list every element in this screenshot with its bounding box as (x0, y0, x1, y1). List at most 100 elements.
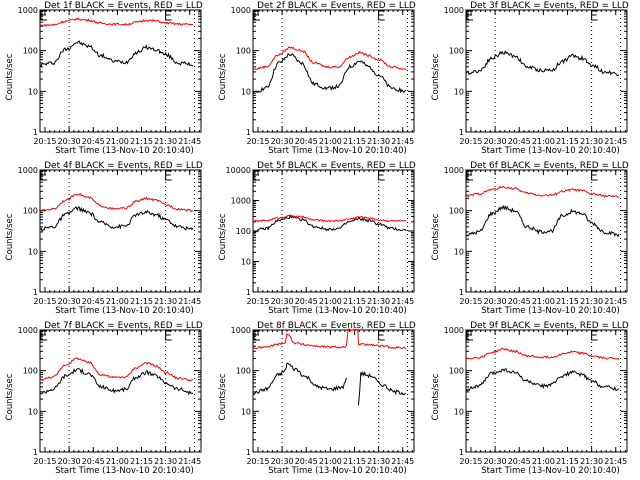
x-tick-label: 20:15 (459, 457, 482, 466)
plot-frame (465, 329, 628, 453)
e-marker-icon (591, 10, 598, 21)
x-tick-label: 20:15 (33, 137, 56, 146)
x-tick-label: 21:00 (532, 457, 555, 466)
x-axis-title: Start Time (13-Nov-10 20:10:40) (268, 466, 407, 476)
y-tick-label: 100 (449, 207, 464, 216)
lld-series-line (39, 357, 194, 382)
x-tick-label: 20:45 (508, 137, 531, 146)
x-tick-label: 21:30 (580, 137, 603, 146)
panel-title: Det 7f BLACK = Events, RED = LLD (44, 321, 203, 331)
y-axis-title: Counts/sec (218, 53, 228, 100)
y-tick-label: 100 (23, 47, 38, 56)
plot-frame (39, 329, 202, 453)
y-tick-label: 10 (241, 407, 251, 416)
y-tick-label: 100 (449, 367, 464, 376)
x-tick-label: 20:15 (246, 297, 269, 306)
x-axis-title: Start Time (13-Nov-10 20:10:40) (481, 306, 620, 316)
x-tick-label: 21:45 (178, 457, 201, 466)
y-tick-label: 100 (23, 207, 38, 216)
x-tick-label: 20:45 (295, 457, 318, 466)
x-tick-label: 20:30 (484, 297, 507, 306)
x-tick-label: 21:15 (556, 457, 579, 466)
x-tick-label: 20:45 (82, 297, 105, 306)
x-tick-label: 21:30 (154, 137, 177, 146)
y-tick-label: 1000 (231, 326, 251, 335)
x-tick-label: 21:15 (130, 457, 153, 466)
chart-panel: Det 1f BLACK = Events, RED = LLD 1 10 100 10… (5, 1, 203, 156)
x-tick-label: 20:30 (484, 457, 507, 466)
y-axis-title: Counts/sec (218, 213, 228, 260)
e-marker-icon (591, 330, 598, 341)
x-tick-label: 21:45 (178, 137, 201, 146)
y-axis-title: Counts/sec (431, 213, 441, 260)
y-tick-label: 10 (28, 407, 38, 416)
y-tick-label: 1000 (231, 6, 251, 15)
x-tick-label: 21:15 (556, 297, 579, 306)
plot-frame (252, 9, 415, 133)
events-series-line (39, 206, 194, 232)
lld-series-line (466, 347, 620, 360)
y-tick-label: 1000 (444, 166, 464, 175)
events-series-line (253, 215, 407, 233)
y-axis-title: Counts/sec (218, 373, 228, 420)
y-tick-label: 1000 (444, 6, 464, 15)
x-tick-label: 21:30 (367, 457, 390, 466)
x-axis-title: Start Time (13-Nov-10 20:10:40) (55, 306, 194, 316)
y-tick-label: 10 (241, 258, 251, 267)
e-marker-icon (378, 170, 385, 181)
events-series-line (466, 204, 620, 238)
e-marker-icon (378, 330, 385, 341)
x-axis-title: Start Time (13-Nov-10 20:10:40) (481, 146, 620, 156)
lld-series-line (465, 185, 620, 198)
x-tick-label: 21:30 (580, 457, 603, 466)
e-marker-icon (165, 10, 172, 21)
y-tick-label: 10 (28, 247, 38, 256)
x-tick-label: 20:30 (271, 457, 294, 466)
x-tick-label: 20:30 (484, 137, 507, 146)
e-marker-icon (466, 170, 473, 181)
x-tick-label: 21:45 (391, 297, 414, 306)
x-tick-label: 21:15 (343, 137, 366, 146)
e-marker-icon (253, 10, 260, 21)
plot-frame (39, 9, 202, 133)
chart-panel: Det 7f BLACK = Events, RED = LLD 1 10 100 10… (5, 321, 203, 476)
y-tick-label: 100 (449, 47, 464, 56)
y-tick-label: 10 (454, 247, 464, 256)
x-tick-label: 21:45 (604, 297, 627, 306)
e-marker-icon (466, 10, 473, 21)
x-tick-label: 21:30 (367, 137, 390, 146)
panel-title: Det 6f BLACK = Events, RED = LLD (470, 161, 629, 171)
y-tick-label: 1000 (18, 166, 38, 175)
y-tick-label: 1000 (444, 326, 464, 335)
y-tick-label: 10 (454, 87, 464, 96)
y-tick-label: 1000 (18, 326, 38, 335)
events-series-line (252, 53, 406, 94)
lld-series-line (253, 328, 407, 350)
y-axis-title: Counts/sec (5, 213, 15, 260)
x-tick-label: 20:15 (33, 297, 56, 306)
y-tick-label: 10 (28, 87, 38, 96)
e-marker-icon (253, 330, 260, 341)
plot-frame (465, 9, 628, 133)
y-tick-label: 1 (246, 288, 251, 297)
x-tick-label: 21:45 (391, 457, 414, 466)
y-axis-title: Counts/sec (431, 53, 441, 100)
x-axis-title: Start Time (13-Nov-10 20:10:40) (55, 146, 194, 156)
y-tick-label: 1 (246, 128, 251, 137)
panel-title: Det 4f BLACK = Events, RED = LLD (44, 161, 203, 171)
x-tick-label: 21:15 (556, 137, 579, 146)
x-tick-label: 21:15 (343, 297, 366, 306)
y-tick-label: 10000 (226, 166, 251, 175)
x-tick-label: 20:30 (58, 457, 81, 466)
plot-frame (39, 169, 202, 293)
chart-panel: Det 6f BLACK = Events, RED = LLD 1 10 100 10… (431, 161, 629, 316)
chart-panel: Det 9f BLACK = Events, RED = LLD 1 10 100 10… (431, 321, 629, 476)
x-axis-title: Start Time (13-Nov-10 20:10:40) (268, 146, 407, 156)
x-tick-label: 20:30 (58, 137, 81, 146)
x-tick-label: 20:30 (58, 297, 81, 306)
x-axis-title: Start Time (13-Nov-10 20:10:40) (55, 466, 194, 476)
chart-panel: Det 3f BLACK = Events, RED = LLD 1 10 100 10… (431, 1, 629, 156)
y-axis-title: Counts/sec (5, 373, 15, 420)
x-tick-label: 20:15 (246, 457, 269, 466)
